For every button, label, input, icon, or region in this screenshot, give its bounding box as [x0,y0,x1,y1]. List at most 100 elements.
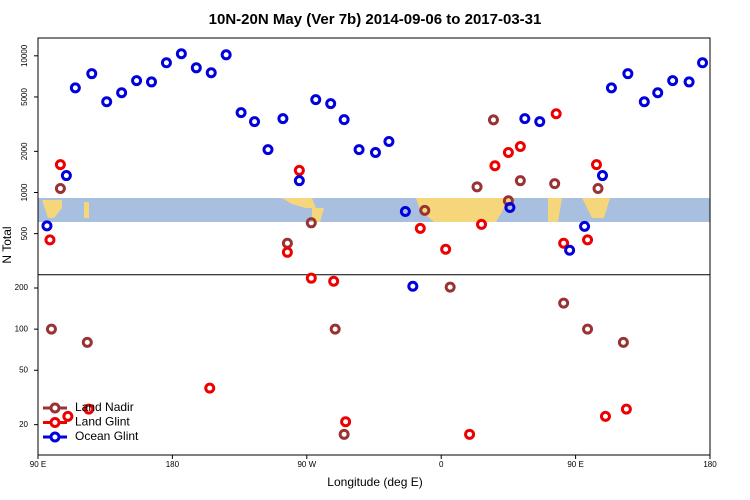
legend-marker [49,402,61,414]
data-point [45,323,57,335]
data-point [145,76,157,88]
data-point [652,87,664,99]
data-point [305,217,317,229]
data-point [558,237,570,249]
y-tick-label: 5000 [20,88,29,106]
y-axis-label: N Total [0,226,14,263]
data-point [683,76,695,88]
data-point [487,114,499,126]
data-point [205,67,217,79]
data-point [489,160,501,172]
y-tick-label: 10000 [20,44,29,67]
data-point [220,49,232,61]
y-tick-label: 20 [19,420,28,429]
data-point [504,201,516,213]
data-point [293,175,305,187]
data-point [476,218,488,230]
data-point [353,144,365,156]
x-tick-label: 180 [703,460,717,469]
legend-label: Ocean Glint [75,429,139,443]
data-point [249,116,261,128]
data-point [81,336,93,348]
data-point [622,68,634,80]
data-point [440,243,452,255]
data-point [116,87,128,99]
data-point [549,178,561,190]
data-point [160,57,172,69]
data-point [502,147,514,159]
data-point [340,416,352,428]
data-point [599,410,611,422]
data-point [582,323,594,335]
plot-frame [37,37,711,456]
data-point [41,220,53,232]
data-point [305,272,317,284]
data-point [514,140,526,152]
data-point [605,82,617,94]
data-point [293,164,305,176]
data-point [277,113,289,125]
data-point [328,275,340,287]
legend-marker [49,417,61,428]
data-point [329,323,341,335]
data-point [399,205,411,217]
x-tick-label: 180 [166,460,180,469]
data-point [190,62,202,74]
data-point [175,48,187,60]
data-point [44,234,56,246]
data-point [419,204,431,216]
data-point [338,114,350,126]
data-point [617,336,629,348]
x-tick-label: 90 E [567,460,583,469]
data-point [262,144,274,156]
data-point [534,116,546,128]
map-band [38,198,710,222]
y-tick-label: 500 [20,226,29,240]
data-point [582,234,594,246]
x-axis-label: Longitude (deg E) [327,475,422,489]
data-point [62,410,74,422]
data-point [338,428,350,440]
data-point [235,107,247,119]
data-point [592,182,604,194]
y-tick-label: 50 [19,365,28,374]
data-point [281,246,293,258]
data-point [471,181,483,193]
legend-marker [49,431,61,443]
data-point [667,75,679,87]
x-tick-label: 90 W [297,460,316,469]
data-point [369,147,381,159]
data-point [591,159,603,171]
data-point [69,82,81,94]
legend-label: Land Nadir [75,400,134,414]
data-point [638,96,650,108]
data-point [383,136,395,148]
data-point [519,113,531,125]
y-tick-label: 200 [15,283,29,292]
data-point [281,237,293,249]
x-tick-label: 0 [439,460,444,469]
y-tick-label: 2000 [20,142,29,160]
data-point [579,220,591,232]
data-point [131,75,143,87]
data-point [86,68,98,80]
chart-title: 10N-20N May (Ver 7b) 2014-09-06 to 2017-… [209,11,542,28]
data-point [83,403,95,415]
data-point [564,244,576,256]
data-point [596,170,608,182]
data-point [464,428,476,440]
data-point [444,281,456,293]
data-point [407,280,419,292]
legend-label: Land Glint [75,415,130,429]
data-point [558,297,570,309]
data-point [310,94,322,106]
x-tick-label: 90 E [30,460,46,469]
y-tick-label: 100 [15,324,29,333]
data-point [60,170,72,182]
data-point [550,108,562,120]
data-point [325,98,337,110]
data-point [204,382,216,394]
data-point [101,96,113,108]
data-point [54,159,66,171]
